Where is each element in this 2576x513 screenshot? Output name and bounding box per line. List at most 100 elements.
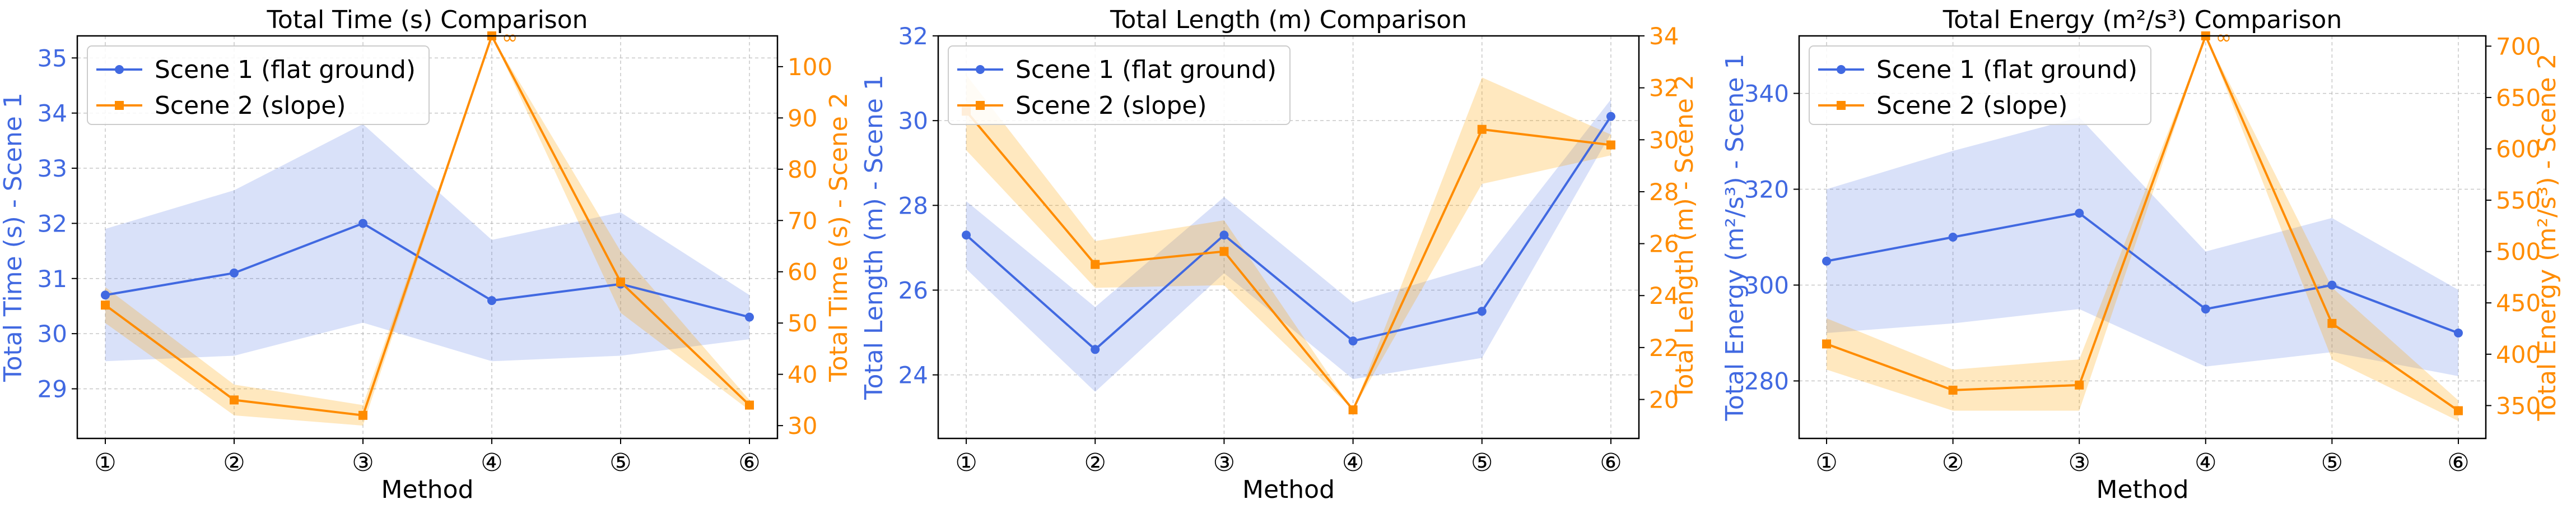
y-right-tick-label: 20 — [1649, 386, 1679, 414]
y-right-tick-label: 80 — [788, 156, 817, 183]
y-left-tick-label: 320 — [1744, 176, 1789, 204]
y-left-axis-label: Total Length (m) - Scene 1 — [860, 75, 888, 400]
x-axis-label: Method — [381, 475, 473, 504]
legend-box — [87, 45, 430, 125]
legend-scene1-label: Scene 1 (flat ground) — [1016, 56, 1277, 84]
plot-frame — [1798, 35, 2487, 440]
legend-scene1-marker — [1837, 65, 1846, 74]
y-left-axis-label: Total Time (s) - Scene 1 — [0, 93, 27, 382]
scene2-point — [1219, 247, 1229, 256]
x-tick-label: ① — [94, 449, 116, 477]
scene1-point — [1348, 336, 1358, 346]
y-right-tick-label: 30 — [1649, 126, 1679, 154]
x-tick-label: ④ — [481, 449, 502, 477]
scene1-point — [745, 312, 754, 322]
y-left-tick-label: 24 — [898, 362, 928, 389]
legend-scene2-marker — [115, 101, 124, 110]
scene1-point — [101, 290, 110, 300]
y-right-axis-label: Total Energy (m²/s³) - Scene 2 — [2533, 54, 2561, 422]
x-tick-label: ④ — [1342, 449, 1364, 477]
y-right-tick-label: 34 — [1649, 22, 1679, 50]
y-left-tick-label: 30 — [898, 107, 928, 135]
scene2-confidence-band — [1827, 36, 2458, 421]
scene2-point — [230, 395, 239, 405]
energy-comparison-chart: ∞ ① ② ③ ④ ⑤ ⑥ 280 300 320 340 350 400 450 500 550 600 650… — [1721, 6, 2561, 504]
scene1-point — [358, 219, 367, 228]
x-axis-label: Method — [1242, 475, 1335, 504]
y-left-tick-label: 32 — [38, 210, 67, 237]
y-right-tick-label: 450 — [2496, 289, 2541, 317]
y-left-tick-label: 35 — [38, 44, 67, 72]
y-right-tick-label: 28 — [1649, 178, 1679, 206]
scene2-point — [101, 301, 110, 310]
scene1-point — [1606, 112, 1615, 121]
scene2-point — [1477, 124, 1487, 134]
y-right-tick-label: 60 — [788, 258, 817, 286]
y-left-tick-label: 26 — [898, 276, 928, 304]
scene1-point — [2327, 280, 2337, 290]
x-tick-label: ① — [1815, 449, 1837, 477]
y-right-axis-label: Total Time (s) - Scene 2 — [824, 93, 853, 382]
x-tick-label: ③ — [352, 449, 374, 477]
y-left-tick-label: 28 — [898, 192, 928, 219]
length-comparison-chart: ① ② ③ ④ ⑤ ⑥ 24 26 28 30 32 20 22 24 26 28 30 32 34 Total Le… — [860, 6, 1699, 504]
infinity-annotation: ∞ — [2216, 26, 2232, 49]
x-tick-label: ④ — [2195, 449, 2216, 477]
legend-box — [1809, 45, 2151, 125]
scene2-point — [1348, 405, 1358, 415]
y-left-tick-label: 31 — [38, 265, 67, 293]
y-right-tick-label: 30 — [788, 412, 817, 440]
y-right-tick-label: 100 — [788, 53, 832, 81]
scene2-line — [104, 33, 751, 417]
legend-scene2-marker — [1837, 101, 1846, 110]
time-comparison-chart: ∞ ① ② ③ ④ ⑤ ⑥ 29 30 31 32 33 34 35 30 40 50 60 70 80 90 100 To… — [0, 6, 853, 504]
y-right-tick-label: 650 — [2496, 84, 2541, 112]
scene1-line — [965, 115, 1612, 351]
legend-box — [948, 45, 1291, 125]
scene2-point — [2453, 406, 2463, 415]
scene2-point — [358, 410, 367, 420]
y-right-tick-label: 350 — [2496, 392, 2541, 419]
scene1-point — [1091, 345, 1100, 354]
x-tick-label: ⑤ — [1471, 449, 1493, 477]
y-right-tick-label: 32 — [1649, 75, 1679, 102]
x-tick-label: ② — [1084, 449, 1106, 477]
x-tick-label: ⑤ — [609, 449, 631, 477]
scene2-line — [1826, 33, 2459, 412]
x-tick-label: ③ — [1213, 449, 1235, 477]
scene1-point — [1822, 256, 1832, 266]
legend-scene2-label: Scene 2 (slope) — [155, 91, 346, 120]
scene1-point — [2075, 209, 2084, 218]
legend-scene1-marker — [115, 65, 124, 74]
x-tick-label: ③ — [2068, 449, 2090, 477]
scene2-point — [1948, 385, 1958, 395]
scene1-point — [1219, 230, 1229, 240]
y-right-tick-label: 50 — [788, 309, 817, 337]
scene2-point — [745, 400, 754, 410]
scene2-point — [2075, 380, 2084, 390]
scene1-line — [1826, 212, 2459, 334]
y-right-tick-label: 70 — [788, 207, 817, 234]
scene1-point — [2453, 328, 2463, 338]
scene2-point — [2327, 318, 2337, 328]
scene1-point — [2201, 304, 2210, 314]
y-left-tick-label: 340 — [1744, 80, 1789, 108]
scene2-confidence-band — [966, 75, 1611, 410]
y-left-tick-label: 29 — [38, 375, 67, 403]
y-right-tick-label: 22 — [1649, 334, 1679, 362]
x-tick-label: ⑥ — [2447, 449, 2469, 477]
scene2-point — [1606, 140, 1615, 150]
y-right-tick-label: 400 — [2496, 341, 2541, 368]
scene1-point — [962, 230, 971, 240]
chart-title: Total Energy (m²/s³) Comparison — [1943, 6, 2342, 34]
y-left-tick-label: 30 — [38, 320, 67, 348]
y-left-tick-label: 34 — [38, 100, 67, 127]
scene1-point — [487, 296, 496, 306]
y-left-tick-label: 300 — [1744, 271, 1789, 299]
legend-scene1-label: Scene 1 (flat ground) — [155, 56, 416, 84]
scene1-line — [105, 222, 750, 318]
scene2-point — [1091, 260, 1100, 269]
y-left-tick-label: 280 — [1744, 367, 1789, 395]
y-right-tick-label: 90 — [788, 104, 817, 132]
